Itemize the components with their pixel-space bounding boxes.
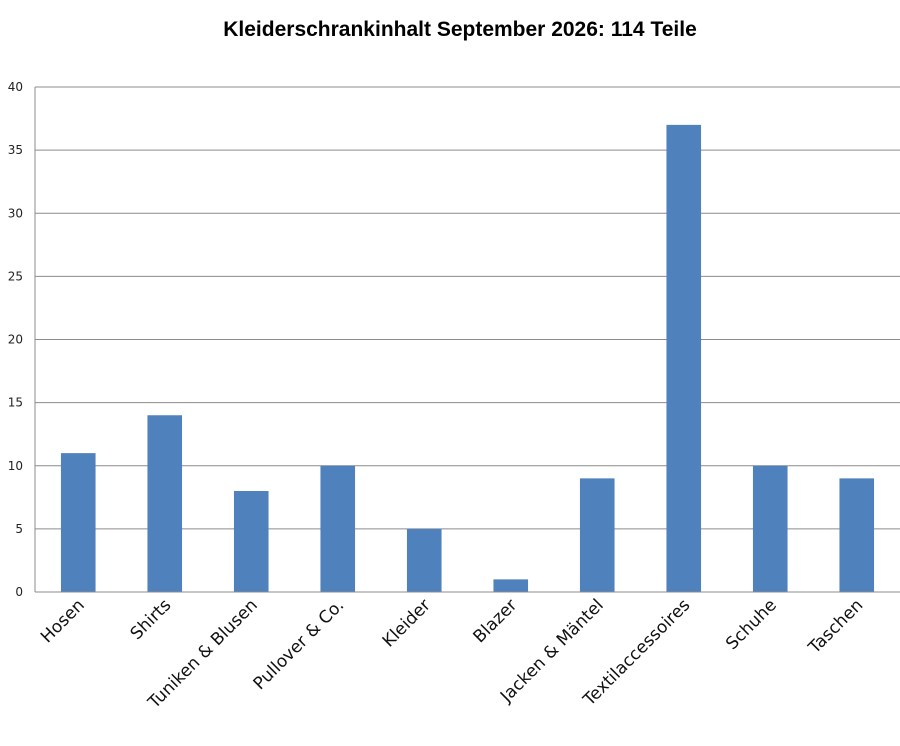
y-tick-label: 20 [8,333,23,347]
y-tick-label: 35 [8,143,23,157]
y-tick-label: 0 [15,585,23,599]
bar [233,491,269,592]
chart-title: Kleiderschrankinhalt September 2026: 114… [223,18,697,41]
bar [752,465,788,592]
bar [839,478,875,592]
x-category-label: Hosen [37,595,89,647]
bar [579,478,615,592]
x-category-label: Shirts [127,595,176,644]
y-tick-label: 40 [8,80,23,94]
x-category-label: Taschen [804,595,867,658]
bars [60,124,875,592]
y-tick-label: 10 [8,459,23,473]
bar [60,453,96,592]
bar [320,465,356,592]
x-category-label: Schuhe [722,595,781,654]
x-category-label: Pullover & Co. [250,595,349,694]
y-tick-label: 5 [15,522,23,536]
y-tick-label: 15 [8,396,23,410]
y-axis-tick-labels: 0 5 10 15 20 25 30 35 40 [8,80,23,599]
y-tick-label: 30 [8,206,23,220]
y-tick-label: 25 [8,269,23,283]
x-category-label: Kleider [379,595,435,651]
axes [34,87,900,593]
bar [493,579,529,592]
bar [666,124,702,592]
x-category-label: Blazer [470,595,522,647]
bar [406,528,442,592]
bar [147,415,183,592]
